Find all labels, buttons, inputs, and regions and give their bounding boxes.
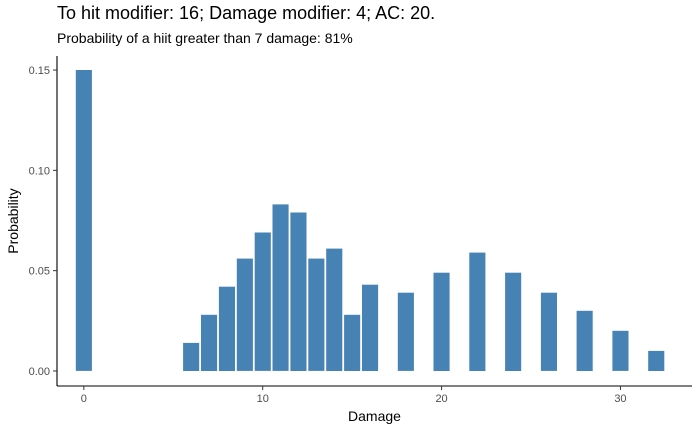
x-tick-label: 0 <box>81 393 87 405</box>
bar <box>397 292 414 371</box>
chart-title: To hit modifier: 16; Damage modifier: 4;… <box>57 3 436 23</box>
x-tick-label: 20 <box>435 393 447 405</box>
bar <box>236 258 253 371</box>
bar <box>290 212 307 371</box>
y-tick-label: 0.15 <box>29 65 50 77</box>
bar <box>433 272 450 371</box>
bar <box>344 314 361 371</box>
chart-subtitle: Probability of a hiit greater than 7 dam… <box>57 30 353 46</box>
y-axis-title: Probability <box>5 188 21 253</box>
bar <box>540 292 557 371</box>
x-axis-title: Damage <box>348 408 401 424</box>
x-tick-label: 10 <box>257 393 269 405</box>
bar <box>612 330 629 371</box>
bar <box>218 286 235 371</box>
bar <box>183 342 200 371</box>
bar <box>254 232 271 371</box>
bar <box>362 284 379 371</box>
y-tick-label: 0.10 <box>29 165 50 177</box>
bar <box>469 252 486 371</box>
bar <box>308 258 325 371</box>
bar <box>576 310 593 371</box>
bar <box>505 272 522 371</box>
bar <box>201 314 218 371</box>
y-tick-label: 0.00 <box>29 366 50 378</box>
bar <box>272 204 289 371</box>
x-tick-label: 30 <box>614 393 626 405</box>
bar <box>326 248 343 371</box>
bar <box>648 350 665 371</box>
bar <box>75 70 92 371</box>
y-tick-label: 0.05 <box>29 266 50 278</box>
